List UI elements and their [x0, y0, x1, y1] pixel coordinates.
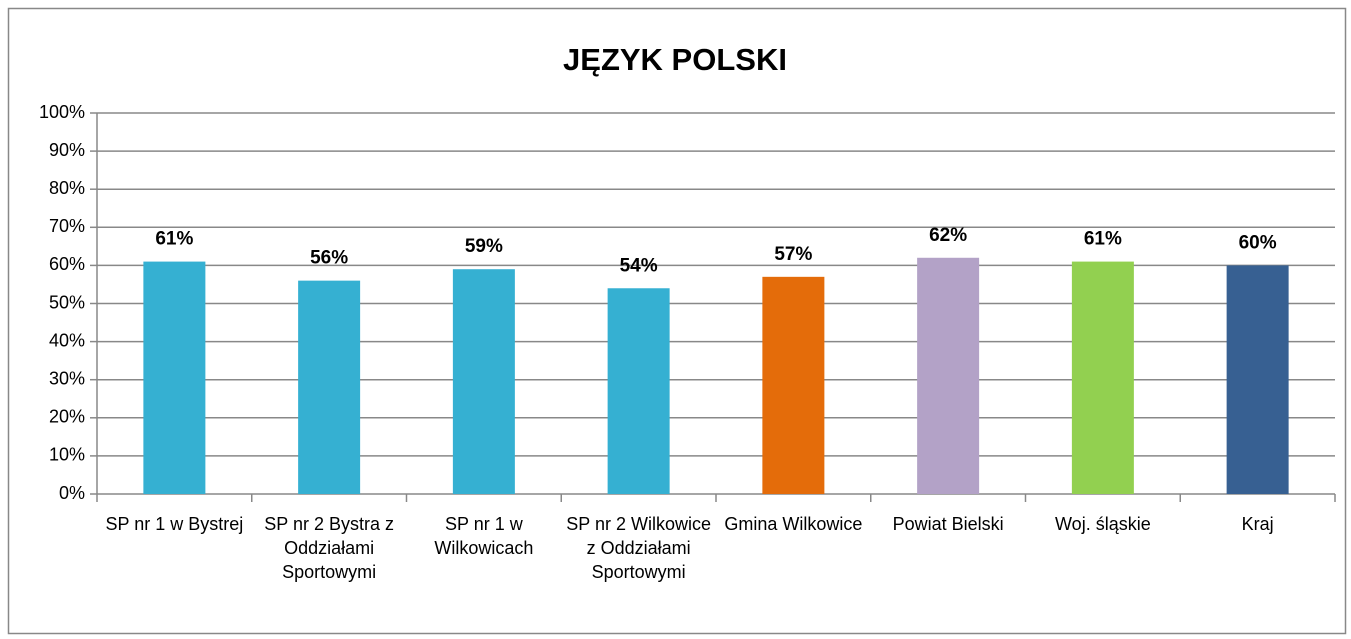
- y-tick-label: 10%: [49, 445, 85, 465]
- value-label: 54%: [620, 255, 658, 276]
- bar: [143, 261, 206, 494]
- y-tick-label: 100%: [39, 102, 85, 122]
- value-label: 56%: [310, 248, 348, 269]
- value-label: 61%: [155, 229, 193, 250]
- y-tick-label: 40%: [49, 330, 85, 350]
- x-tick-label: Kraj: [1241, 514, 1274, 534]
- value-label: 61%: [1084, 229, 1122, 250]
- y-tick-label: 70%: [49, 216, 85, 236]
- bar: [452, 269, 515, 494]
- bar: [762, 276, 825, 494]
- x-tick-label: Powiat Bielski: [892, 514, 1004, 534]
- bar: [298, 280, 361, 494]
- x-tick-label: SP nr 1 w Bystrej: [105, 514, 244, 534]
- y-tick-label: 60%: [49, 254, 85, 274]
- bar: [607, 288, 670, 494]
- bar: [1226, 265, 1289, 494]
- x-tick-label: SP nr 2 Wilkowice z Oddziałami Sportowym…: [566, 514, 711, 582]
- value-label: 62%: [929, 225, 967, 246]
- value-label: 59%: [465, 236, 503, 257]
- y-tick-label: 0%: [59, 483, 85, 503]
- y-tick-label: 80%: [49, 178, 85, 198]
- bar: [917, 257, 980, 494]
- value-label: 60%: [1239, 232, 1277, 253]
- y-tick-label: 20%: [49, 407, 85, 427]
- value-label: 57%: [774, 244, 812, 265]
- bar: [1071, 261, 1134, 494]
- y-tick-label: 30%: [49, 368, 85, 388]
- x-tick-label: Woj. śląskie: [1055, 514, 1151, 534]
- y-tick-label: 50%: [49, 292, 85, 312]
- x-tick-label: SP nr 2 Bystra z Oddziałami Sportowymi: [264, 514, 394, 582]
- y-tick-label: 90%: [49, 140, 85, 160]
- x-tick-label: Gmina Wilkowice: [724, 514, 863, 534]
- chart-title: JĘZYK POLSKI: [563, 42, 787, 77]
- x-tick-label: SP nr 1 w Wilkowicach: [434, 514, 534, 558]
